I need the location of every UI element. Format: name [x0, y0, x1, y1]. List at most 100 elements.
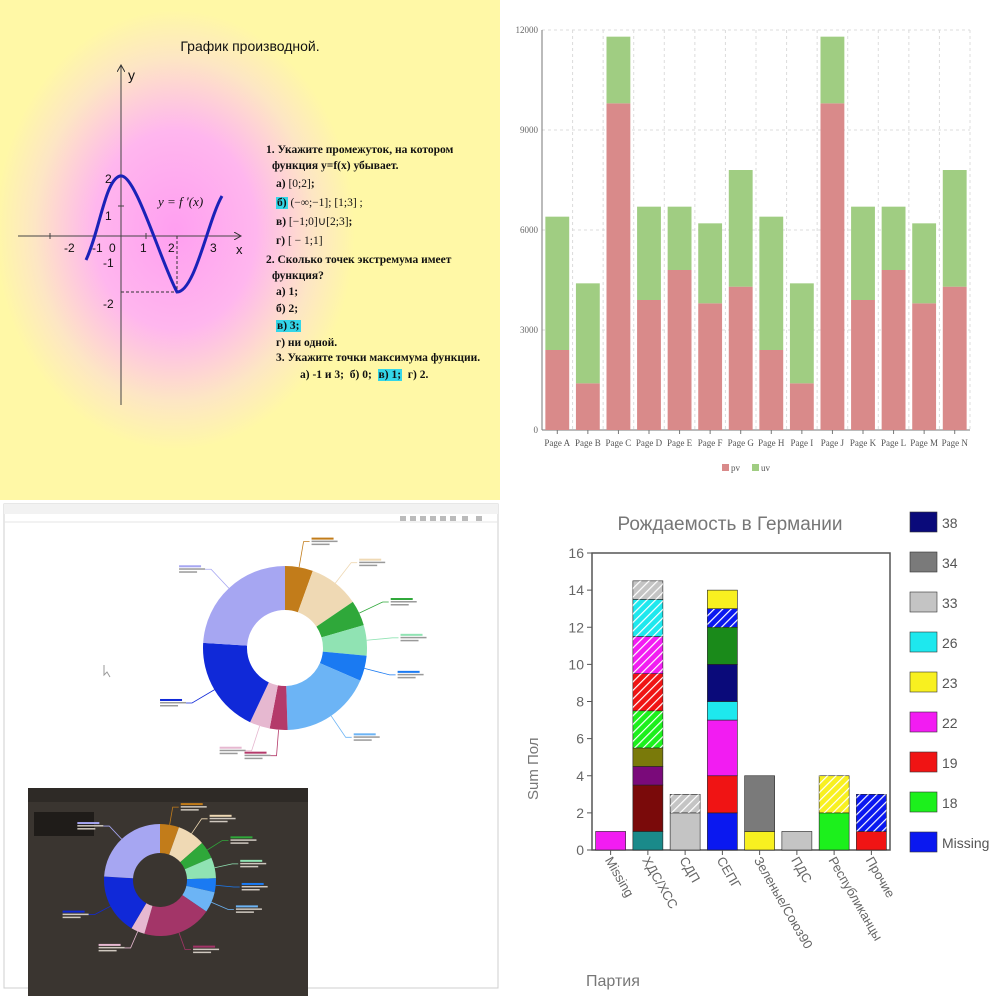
y-tick-label: 2 [576, 805, 584, 821]
x-tick-label: Page L [881, 438, 906, 448]
q1-option-d: г) [ − 1;1] [276, 235, 323, 247]
donut-slice [182, 885, 215, 912]
bar-segment [632, 784, 664, 832]
leader-label-marker [230, 842, 249, 844]
bar-segment [632, 766, 664, 786]
leader-label-marker [62, 910, 85, 913]
leader-label-marker [241, 882, 264, 885]
leader-line [207, 839, 229, 851]
leader-line [330, 715, 352, 738]
donut-chart-dark [104, 824, 216, 936]
x-tick-label: Page J [821, 438, 845, 448]
bar-segment-pv [575, 383, 600, 430]
legend-swatch [909, 671, 938, 693]
toolbar-icon[interactable] [410, 516, 416, 521]
bar-segment-uv [912, 223, 937, 304]
leader-label-marker [235, 911, 254, 913]
y-tick-label: 12000 [516, 25, 539, 35]
legend-label: 38 [942, 515, 958, 531]
legend-label: 23 [942, 675, 958, 691]
donut-slice [131, 903, 153, 934]
q3-options: а) -1 и 3; б) 0; в) 1; г) 2. [300, 369, 429, 381]
bar-segment-uv [637, 206, 661, 300]
leader-label-marker [359, 564, 378, 567]
question-1: 1. Укажите промежуток, на котором [266, 144, 454, 156]
leader-label-marker [179, 571, 198, 573]
derivative-curve [84, 174, 224, 294]
leader-label-marker [219, 749, 246, 752]
bar-segment-uv [698, 223, 723, 304]
x-tick-label: Page I [790, 438, 813, 448]
mouse-cursor-icon [103, 665, 111, 678]
y-axis-label: y [128, 67, 135, 83]
toolbar-icon[interactable] [420, 516, 426, 521]
bar-segment-pv [698, 303, 723, 430]
leader-label-marker [98, 946, 125, 949]
bar-segment-pv [606, 103, 631, 430]
x-tick-label: ХДС/ХСС [639, 854, 681, 911]
toolbar-icon[interactable] [450, 516, 456, 521]
q1-option-c: в) [−1;0]∪[2;3]; [276, 216, 353, 228]
toolbar-icon[interactable] [440, 516, 446, 521]
bar-segment [818, 812, 850, 851]
leader-label-marker [179, 565, 202, 568]
bar-segment-hatch [707, 608, 738, 628]
leader-line [359, 601, 389, 614]
toolbar-icon[interactable] [476, 516, 482, 521]
leader-label-marker [180, 809, 199, 811]
y-tick-label: 4 [576, 768, 584, 784]
slide-title: График производной. [180, 38, 320, 54]
leader-line [88, 905, 111, 916]
bar-segment-uv [820, 36, 845, 104]
legend-swatch [909, 831, 938, 853]
y-tick-label: 6 [576, 731, 584, 747]
leader-label-marker [230, 839, 257, 841]
bar-segment-uv [606, 36, 631, 104]
x-tick: -1 [92, 241, 103, 255]
x-tick: 1 [140, 241, 147, 255]
y-tick: -2 [103, 297, 114, 311]
leader-line [214, 863, 239, 869]
leader-label-marker [209, 814, 232, 817]
x-tick-label: СЕПГ [714, 854, 744, 891]
bar-segment-hatch [632, 599, 663, 637]
leader-label-marker [240, 862, 267, 865]
bar-segment-hatch [632, 636, 663, 674]
toolbar-icon[interactable] [400, 516, 406, 521]
leader-label-marker [397, 673, 424, 676]
leader-label-marker [390, 601, 417, 603]
leader-label-marker [98, 949, 117, 952]
bar-segment [707, 664, 738, 702]
y-tick-label: 6000 [520, 225, 539, 235]
bar-segment [632, 831, 664, 851]
legend-label: uv [761, 463, 771, 473]
leader-line [169, 806, 179, 825]
leader-label-marker [219, 752, 238, 755]
donut-slice [250, 682, 278, 729]
leader-label-marker [209, 820, 228, 823]
leader-line [186, 689, 215, 704]
donut-slice [144, 895, 207, 936]
bar-segment-uv [851, 206, 875, 300]
bar-segment-pv [637, 300, 661, 430]
leader-label-marker [244, 757, 263, 760]
q2-option-a: а) 1; [276, 286, 299, 298]
donut-slice [186, 878, 216, 893]
leader-line [205, 568, 230, 589]
bar-segment-pv [881, 270, 906, 430]
q1-option-a: а) [0;2]; [276, 178, 315, 190]
x-tick-label: ПДС [788, 854, 815, 885]
leader-label-marker [77, 828, 96, 830]
toolbar-icon[interactable] [430, 516, 436, 521]
bar-segment [669, 812, 701, 851]
x-tick-label: Page H [758, 438, 785, 448]
toolbar-icon[interactable] [462, 516, 468, 521]
leader-label-marker [62, 916, 81, 919]
donut-slice [180, 842, 212, 870]
donut-slice [184, 857, 216, 880]
bar-segment-hatch [632, 673, 663, 711]
y-tick-label: 16 [568, 545, 584, 561]
bar-segment [707, 719, 738, 777]
leader-label-marker [77, 825, 104, 827]
bar-segment-uv [789, 283, 814, 384]
